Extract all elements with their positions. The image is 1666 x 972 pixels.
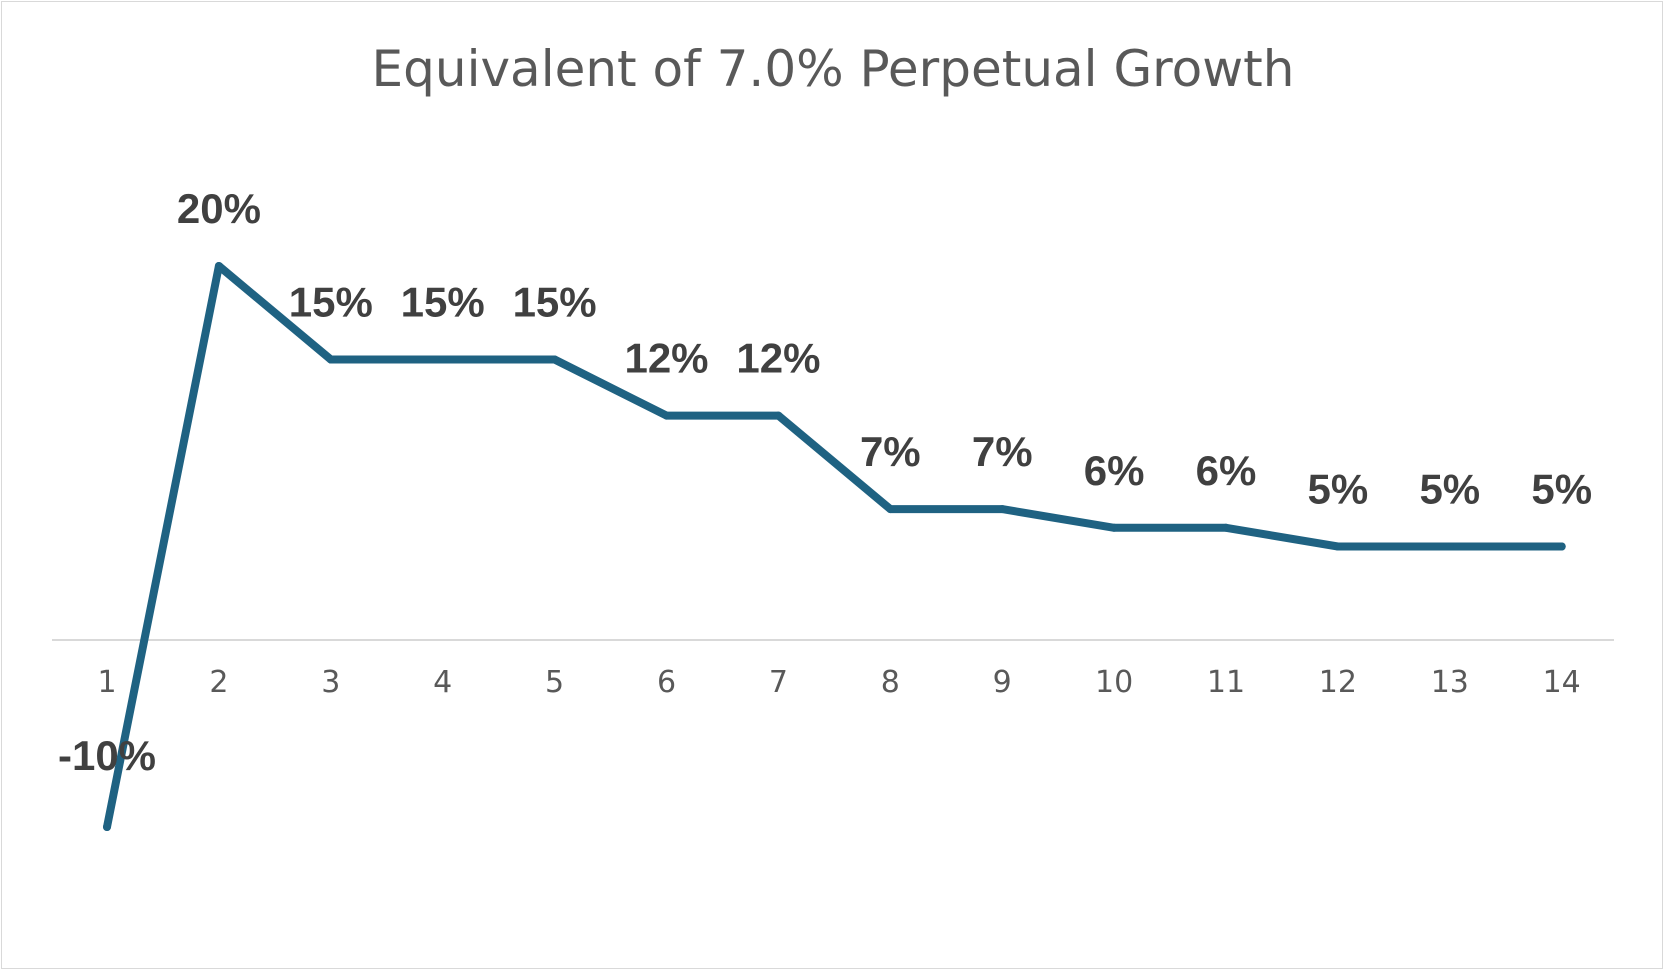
data-label-2: 20%	[177, 185, 261, 232]
data-label-9: 7%	[972, 428, 1033, 475]
data-point-1	[103, 823, 111, 831]
x-tick-labels: 1 2 3 4 5 6 7 8 9 10 11 12 13 14	[97, 665, 1580, 700]
x-tick-label-4: 4	[433, 665, 452, 700]
data-label-13: 5%	[1419, 466, 1480, 513]
data-point-4	[438, 355, 447, 364]
data-point-10	[1110, 523, 1119, 532]
x-tick-label-1: 1	[97, 665, 116, 700]
x-tick-label-14: 14	[1543, 665, 1581, 700]
data-point-11	[1222, 523, 1230, 532]
data-point-12	[1333, 542, 1342, 551]
data-label-4: 15%	[401, 279, 485, 326]
x-tick-label-13: 13	[1431, 665, 1469, 700]
data-point-14	[1557, 542, 1566, 551]
x-tick-label-3: 3	[321, 665, 340, 700]
x-tick-label-6: 6	[657, 665, 676, 700]
x-tick-label-11: 11	[1207, 665, 1245, 700]
data-label-12: 5%	[1308, 466, 1369, 513]
data-point-9	[998, 505, 1007, 514]
data-point-3	[326, 355, 335, 364]
data-label-8: 7%	[860, 428, 921, 475]
data-point-6	[662, 411, 671, 420]
data-label-5: 15%	[513, 279, 597, 326]
data-point-5	[550, 355, 559, 364]
chart-title: Equivalent of 7.0% Perpetual Growth	[371, 40, 1295, 98]
x-tick-label-9: 9	[993, 665, 1012, 700]
data-point-8	[886, 505, 895, 514]
data-label-7: 12%	[736, 335, 820, 382]
data-label-1: -10%	[58, 732, 156, 779]
x-tick-label-2: 2	[209, 665, 228, 700]
x-tick-label-10: 10	[1095, 665, 1133, 700]
data-point-13	[1445, 542, 1454, 551]
series-line	[103, 262, 1566, 831]
x-tick-label-5: 5	[545, 665, 564, 700]
data-labels: -10% 20% 15% 15% 15% 12% 12% 7% 7% 6% 6% 5% 5% 5%	[58, 185, 1592, 779]
data-point-2	[214, 262, 223, 270]
data-point-7	[774, 411, 783, 420]
x-tick-label-7: 7	[769, 665, 788, 700]
data-label-11: 6%	[1196, 447, 1257, 494]
data-label-10: 6%	[1084, 447, 1145, 494]
data-label-3: 15%	[289, 279, 373, 326]
x-tick-label-8: 8	[881, 665, 900, 700]
series-line-layer	[103, 262, 1566, 831]
data-label-6: 12%	[624, 335, 708, 382]
data-label-14: 5%	[1531, 466, 1592, 513]
x-tick-label-12: 12	[1319, 665, 1357, 700]
